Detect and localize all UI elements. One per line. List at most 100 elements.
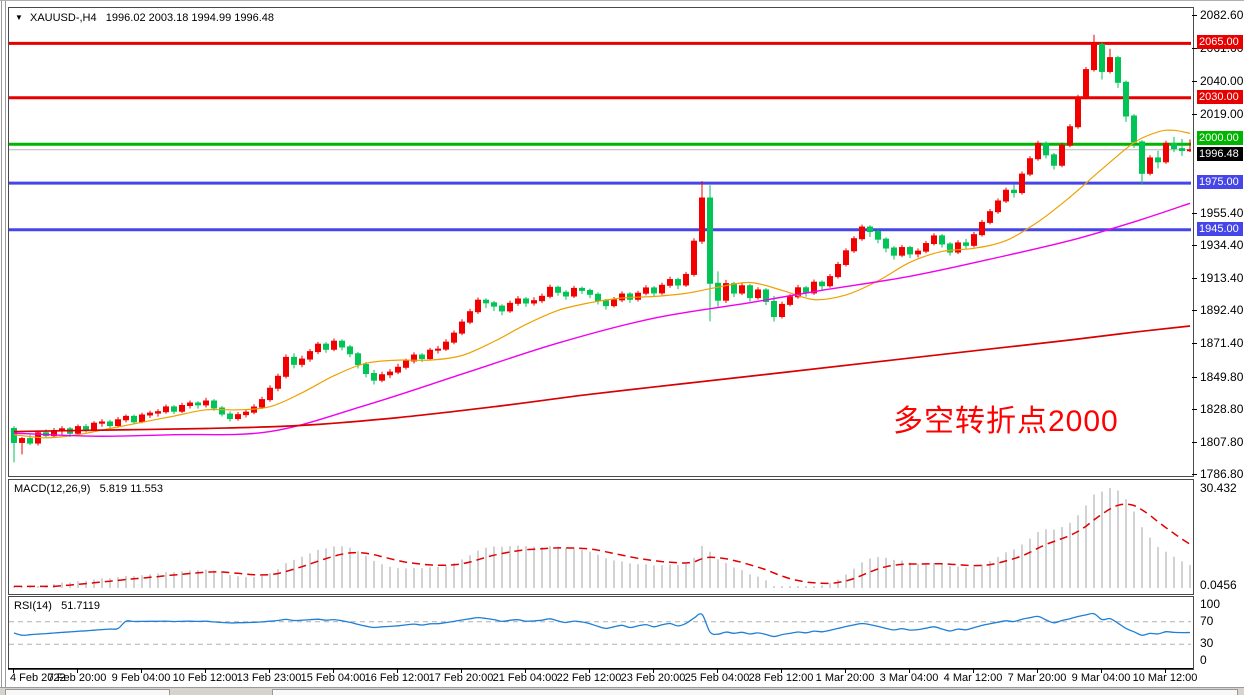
axis-tick — [1192, 212, 1197, 214]
candle-body — [1163, 142, 1169, 163]
candle-body — [699, 197, 705, 242]
axis-tick — [1192, 409, 1197, 411]
candle-body — [1051, 154, 1057, 166]
candle-body — [291, 356, 297, 365]
candle-body — [395, 366, 401, 373]
time-label: 22 Feb 12:00 — [556, 672, 622, 684]
time-label: 15 Feb 04:00 — [300, 672, 366, 684]
macd-label: MACD(12,26,9) 5.819 11.553 — [14, 483, 163, 495]
candle-body — [283, 356, 289, 377]
time-label: 21 Feb 04:00 — [492, 672, 558, 684]
axis-tick — [1192, 277, 1197, 279]
candle-body — [1035, 142, 1041, 160]
candle-body — [299, 358, 305, 365]
candle-body — [763, 289, 769, 302]
time-tick — [781, 669, 782, 673]
price-label: 1913.40 — [1200, 270, 1244, 285]
candle-body — [195, 402, 201, 406]
price-badge: 2000.00 — [1197, 131, 1243, 146]
candlestick-chart[interactable] — [9, 8, 1191, 474]
rsi-value: 51.7119 — [61, 600, 101, 612]
rsi-panel[interactable]: RSI(14) 51.7119 — [8, 596, 1194, 670]
candle-body — [907, 247, 913, 255]
candle-body — [643, 287, 649, 294]
candle-body — [371, 373, 377, 381]
price-label: 2040.00 — [1200, 74, 1244, 89]
macd-panel[interactable]: MACD(12,26,9) 5.819 11.553 — [8, 479, 1194, 595]
candle-body — [467, 311, 473, 323]
candle-body — [579, 287, 585, 291]
candle-body — [595, 293, 601, 302]
price-label: 1807.80 — [1200, 434, 1244, 449]
chart-title[interactable]: ▼ XAUUSD-,H4 1996.02 2003.18 1994.99 199… — [15, 12, 274, 24]
axis-tick — [1192, 81, 1197, 83]
candle-body — [483, 299, 489, 304]
candle-body — [587, 289, 593, 295]
price-badge: 1945.00 — [1197, 221, 1243, 236]
candle-body — [1043, 142, 1049, 156]
candle-body — [1155, 157, 1161, 163]
time-label: 28 Feb 12:00 — [748, 672, 814, 684]
price-label: 1828.80 — [1200, 402, 1244, 417]
candle-body — [827, 276, 833, 287]
candle-body — [307, 351, 313, 360]
window-left-edge — [1, 1, 2, 687]
candle-body — [707, 197, 713, 284]
price-label: 1934.40 — [1200, 238, 1244, 253]
candle-body — [899, 247, 905, 256]
rsi-chart[interactable] — [9, 597, 1191, 667]
symbol-period-label: XAUUSD-,H4 — [29, 12, 97, 24]
main-chart-panel[interactable]: ▼ XAUUSD-,H4 1996.02 2003.18 1994.99 199… — [8, 7, 1194, 477]
chevron-down-icon[interactable]: ▼ — [15, 13, 23, 22]
candle-body — [1099, 43, 1105, 72]
candle-body — [435, 348, 441, 351]
macd-axis[interactable]: 30.432 0.0456 — [1192, 479, 1244, 593]
rsi-axis[interactable]: 100 70 30 0 — [1192, 596, 1244, 668]
candle-body — [1059, 144, 1065, 166]
candle-body — [955, 242, 961, 253]
candle-body — [1027, 158, 1033, 175]
candle-body — [443, 341, 449, 350]
candle-body — [475, 299, 481, 313]
candle-body — [547, 286, 553, 297]
time-tick — [717, 669, 718, 673]
candle-body — [123, 415, 129, 421]
candle-body — [731, 283, 737, 294]
candle-body — [1187, 149, 1191, 152]
candle-body — [987, 211, 993, 223]
price-axis[interactable]: 2082.602061.602040.002019.001955.401934.… — [1192, 7, 1244, 481]
candle-body — [1139, 141, 1145, 174]
status-segment — [272, 689, 1238, 695]
price-label: 2019.00 — [1200, 106, 1244, 121]
candle-body — [611, 299, 617, 307]
candle-body — [947, 243, 953, 253]
candle-body — [1067, 126, 1073, 146]
time-tick — [77, 669, 78, 673]
axis-tick — [1192, 47, 1197, 49]
macd-scale-label: 0.0456 — [1200, 578, 1237, 592]
time-label: 16 Feb 12:00 — [364, 672, 430, 684]
candle-body — [491, 302, 497, 307]
slow-ma-line — [13, 325, 1191, 433]
candle-body — [155, 411, 161, 414]
time-tick — [1101, 669, 1102, 673]
macd-chart[interactable] — [9, 480, 1191, 592]
time-tick — [909, 669, 910, 673]
candle-body — [243, 411, 249, 416]
window-left-edge-inner — [5, 1, 6, 687]
candle-body — [979, 221, 985, 236]
macd-values: 5.819 11.553 — [99, 483, 164, 495]
time-label: 23 Feb 20:00 — [620, 672, 686, 684]
macd-name: MACD(12,26,9) — [14, 483, 91, 495]
candle-body — [835, 263, 841, 278]
time-axis[interactable]: 4 Feb 2022 7 Feb 20:00 9 Feb 04:00 10 Feb 1… — [8, 668, 1197, 687]
candle-body — [1147, 157, 1153, 174]
status-bar — [0, 687, 1244, 695]
time-label: 7 Mar 20:00 — [1007, 672, 1067, 684]
candle-body — [811, 281, 817, 294]
candle-body — [147, 412, 153, 416]
candle-body — [659, 284, 665, 294]
candle-body — [387, 371, 393, 376]
candle-body — [179, 404, 185, 412]
candle-body — [115, 419, 121, 427]
